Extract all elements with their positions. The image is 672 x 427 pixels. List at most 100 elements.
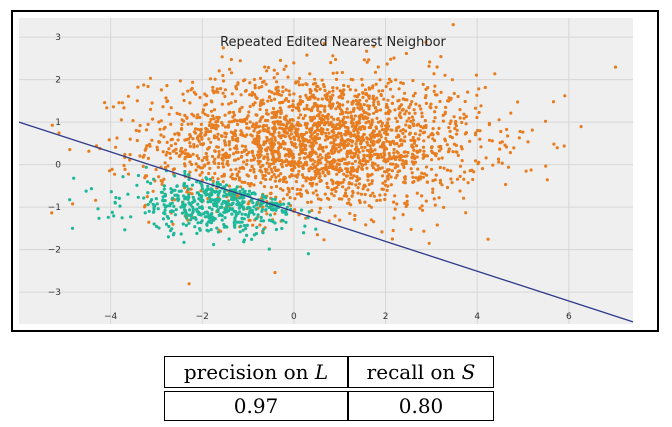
data-point (245, 158, 249, 163)
data-point (459, 145, 463, 149)
data-point (148, 144, 152, 148)
data-point (431, 132, 435, 137)
data-point (258, 119, 262, 123)
data-point (361, 125, 365, 129)
data-point (439, 55, 443, 59)
data-point (258, 124, 262, 128)
data-point (339, 138, 343, 142)
data-point (291, 99, 295, 103)
data-point (366, 188, 370, 192)
data-point (342, 194, 346, 198)
data-point (204, 151, 208, 156)
data-point (113, 172, 117, 176)
data-point (256, 159, 260, 163)
data-point (441, 119, 445, 123)
data-point (397, 144, 401, 148)
data-point (335, 143, 339, 147)
data-point (232, 198, 236, 202)
data-point (412, 141, 416, 145)
data-point (161, 105, 165, 109)
data-point (372, 135, 376, 139)
data-point (280, 218, 284, 222)
data-point (221, 165, 225, 169)
data-point (138, 154, 142, 158)
data-point (255, 201, 259, 205)
data-point (544, 164, 548, 168)
data-point (392, 151, 396, 155)
data-point (273, 270, 277, 275)
data-point (356, 154, 360, 158)
data-point (251, 103, 256, 107)
data-point (167, 112, 171, 116)
data-point (326, 120, 330, 124)
data-point (264, 82, 268, 86)
data-point (276, 85, 280, 89)
data-point (421, 82, 425, 86)
data-point (142, 196, 146, 200)
data-point (350, 182, 354, 186)
data-point (223, 194, 227, 198)
data-point (483, 85, 487, 90)
data-point (212, 123, 216, 127)
data-point (371, 94, 375, 98)
data-point (186, 137, 191, 141)
data-point (257, 134, 261, 138)
data-point (401, 163, 405, 167)
data-point (432, 151, 436, 156)
data-point (114, 196, 118, 200)
data-point (274, 111, 278, 115)
data-point (244, 227, 248, 231)
data-point (336, 117, 340, 121)
data-point (364, 162, 368, 166)
data-point (380, 174, 385, 178)
data-point (374, 106, 378, 110)
data-point (235, 122, 240, 127)
data-point (383, 193, 387, 197)
data-point (236, 150, 240, 154)
data-point (362, 103, 366, 107)
data-point (122, 163, 126, 168)
data-point (282, 129, 286, 133)
data-point (84, 189, 88, 193)
data-point (373, 152, 377, 156)
data-point (187, 173, 191, 177)
data-point (458, 116, 462, 120)
data-point (275, 80, 279, 84)
data-point (317, 176, 321, 180)
data-point (504, 182, 508, 187)
data-point (432, 197, 436, 201)
data-point (545, 178, 549, 182)
data-point (144, 165, 148, 169)
data-point (354, 127, 358, 131)
data-point (433, 203, 437, 207)
data-point (323, 88, 327, 93)
data-point (405, 119, 409, 123)
data-point (381, 89, 385, 93)
data-point (248, 93, 252, 97)
data-point (387, 112, 391, 116)
data-point (356, 186, 360, 190)
data-point (319, 198, 323, 202)
data-point (183, 197, 187, 201)
x-tick-label: 0 (291, 312, 297, 322)
header-recall: recall on S (348, 356, 494, 388)
data-point (474, 131, 478, 135)
data-point (236, 82, 240, 86)
data-point (304, 179, 308, 183)
data-point (248, 218, 252, 222)
data-point (289, 132, 293, 136)
data-point (368, 150, 373, 154)
data-point (317, 210, 321, 214)
data-point (377, 138, 382, 142)
data-point (285, 193, 289, 197)
data-point (283, 210, 287, 214)
data-point (282, 147, 286, 151)
data-point (410, 143, 414, 147)
data-point (386, 81, 390, 85)
data-point (200, 158, 204, 163)
data-point (195, 231, 199, 235)
data-point (126, 94, 130, 98)
data-point (110, 210, 114, 214)
data-point (328, 123, 332, 127)
data-point (261, 173, 265, 177)
